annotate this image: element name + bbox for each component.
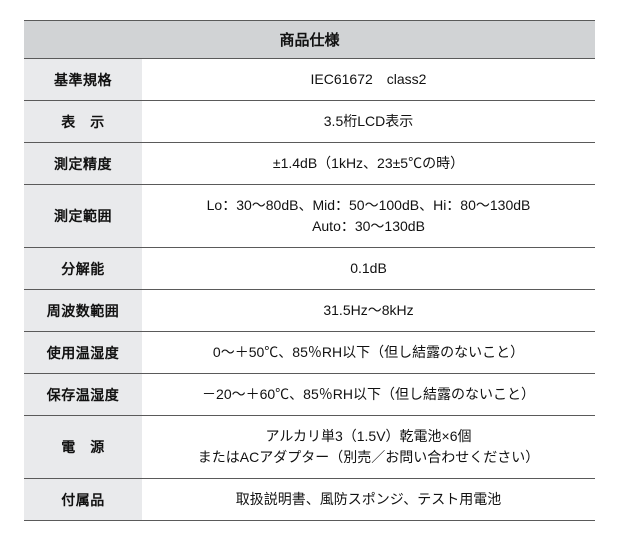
table-body: 基準規格IEC61672 class2表 示3.5桁LCD表示測定精度±1.4d… bbox=[24, 59, 595, 521]
table-row: 周波数範囲31.5Hz～8kHz bbox=[24, 290, 595, 332]
table-row: 分解能0.1dB bbox=[24, 248, 595, 290]
table-row: 保存温湿度－20～＋60℃、85％RH以下（但し結露のないこと） bbox=[24, 374, 595, 416]
row-label: 周波数範囲 bbox=[24, 290, 142, 332]
table-row: 基準規格IEC61672 class2 bbox=[24, 59, 595, 101]
row-value: 0～＋50℃、85％RH以下（但し結露のないこと） bbox=[142, 332, 595, 374]
row-value: 3.5桁LCD表示 bbox=[142, 101, 595, 143]
row-value: ±1.4dB（1kHz、23±5℃の時） bbox=[142, 143, 595, 185]
row-label: 電 源 bbox=[24, 416, 142, 479]
table-title: 商品仕様 bbox=[24, 21, 595, 59]
row-label: 分解能 bbox=[24, 248, 142, 290]
row-label: 使用温湿度 bbox=[24, 332, 142, 374]
table-row: 測定精度±1.4dB（1kHz、23±5℃の時） bbox=[24, 143, 595, 185]
row-value: 31.5Hz～8kHz bbox=[142, 290, 595, 332]
spec-table: 商品仕様 基準規格IEC61672 class2表 示3.5桁LCD表示測定精度… bbox=[24, 20, 595, 521]
row-label: 測定範囲 bbox=[24, 185, 142, 248]
row-value: －20～＋60℃、85％RH以下（但し結露のないこと） bbox=[142, 374, 595, 416]
table-row: 測定範囲Lo：30～80dB、Mid：50～100dB、Hi：80～130dBA… bbox=[24, 185, 595, 248]
table-row: 使用温湿度0～＋50℃、85％RH以下（但し結露のないこと） bbox=[24, 332, 595, 374]
row-value: アルカリ単3（1.5V）乾電池×6個またはACアダプター（別売／お問い合わせくだ… bbox=[142, 416, 595, 479]
row-value: 0.1dB bbox=[142, 248, 595, 290]
row-label: 測定精度 bbox=[24, 143, 142, 185]
row-value: Lo：30～80dB、Mid：50～100dB、Hi：80～130dBAuto：… bbox=[142, 185, 595, 248]
table-row: 表 示3.5桁LCD表示 bbox=[24, 101, 595, 143]
table-row: 電 源アルカリ単3（1.5V）乾電池×6個またはACアダプター（別売／お問い合わ… bbox=[24, 416, 595, 479]
row-label: 表 示 bbox=[24, 101, 142, 143]
row-value: IEC61672 class2 bbox=[142, 59, 595, 101]
row-label: 保存温湿度 bbox=[24, 374, 142, 416]
row-label: 基準規格 bbox=[24, 59, 142, 101]
